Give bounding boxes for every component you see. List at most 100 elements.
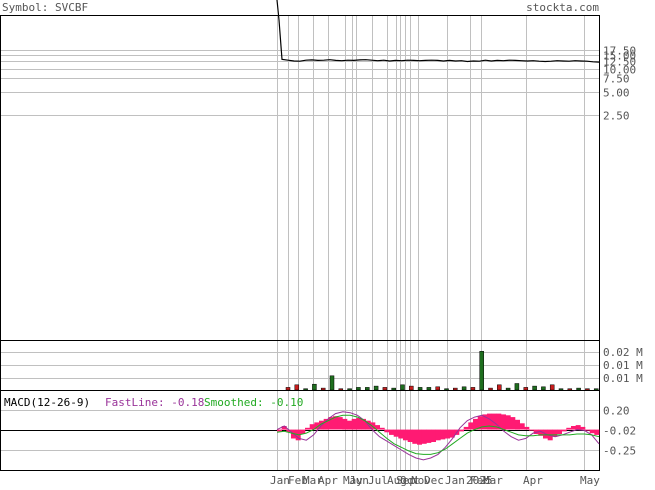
macd-histogram (277, 413, 600, 445)
volume-bar (461, 386, 467, 391)
macd-histogram-bar (375, 425, 380, 430)
volume-bar (382, 387, 388, 391)
macd-histogram-bar (589, 429, 595, 434)
macd-histogram-bar (431, 429, 436, 442)
symbol-label: Symbol: SVCBF (2, 1, 88, 14)
volume-tick-label: 0.01 M (603, 372, 643, 385)
macd-histogram-bar (384, 429, 390, 433)
macd-axis-ticks: 0.20 -0.02 -0.25 (1, 405, 636, 458)
macd-histogram-bar (426, 429, 432, 443)
macd-smoothed-label: Smoothed: -0.10 (204, 396, 303, 409)
volume-bar (470, 387, 476, 391)
x-axis-label: Mar (483, 474, 503, 486)
volume-bar (409, 385, 414, 391)
x-axis-label: May (343, 474, 363, 486)
volume-tick-label: 0.02 M (603, 346, 643, 359)
volume-bar (488, 387, 493, 391)
volume-bar (505, 387, 511, 391)
volume-bar (567, 388, 573, 391)
macd-histogram-bar (529, 429, 534, 431)
volume-bar (558, 388, 564, 391)
macd-histogram-bar (356, 418, 362, 430)
macd-tick-label: 0.20 (603, 405, 630, 418)
x-axis-label: Apr (523, 474, 543, 486)
macd-histogram-bar (557, 429, 562, 434)
macd-histogram-bar (585, 429, 590, 431)
x-axis-label: Jan (270, 474, 290, 486)
macd-histogram-bar (351, 418, 357, 430)
macd-histogram-bar (347, 420, 352, 430)
volume-bar (514, 383, 520, 391)
macd-histogram-bar (337, 417, 343, 430)
macd-histogram-bar (519, 423, 525, 430)
macd-histogram-bar (561, 429, 567, 432)
volume-bar (479, 351, 484, 391)
macd-fast-line (276, 411, 600, 461)
macd-histogram-bar (477, 416, 483, 430)
macd-histogram-bar (505, 415, 511, 430)
macd-histogram-bar (342, 418, 348, 430)
macd-histogram-bar (435, 429, 441, 441)
macd-panel-frame (0, 390, 600, 471)
macd-histogram-bar (407, 429, 413, 442)
price-tick-label: 17.50 (603, 45, 636, 58)
volume-bar (453, 387, 458, 391)
volume-bar (435, 386, 440, 391)
macd-histogram-bar (417, 429, 422, 445)
volume-bar (373, 385, 379, 391)
volume-bar (541, 386, 546, 391)
macd-histogram-bar (566, 427, 572, 430)
macd-histogram-bar (403, 429, 408, 441)
x-axis-label: Sep (396, 474, 416, 486)
x-axis-label: Dec (424, 474, 444, 486)
macd-histogram-bar (463, 426, 469, 430)
x-axis-label: Nov (411, 474, 431, 486)
macd-lines (276, 411, 600, 461)
macd-histogram-bar (487, 413, 492, 430)
macd-histogram-bar (361, 418, 366, 430)
x-axis-label: Aug (387, 474, 407, 486)
volume-bar (347, 388, 352, 391)
volume-bar (285, 387, 291, 391)
macd-title: MACD(12-26-9) (4, 396, 90, 409)
macd-histogram-bar (575, 425, 581, 430)
volume-bar (549, 384, 555, 391)
macd-histogram-bar (524, 426, 530, 430)
x-axis-label: Jun (349, 474, 369, 486)
macd-histogram-bar (379, 427, 385, 430)
macd-histogram-bar (333, 416, 338, 430)
x-axis-label: Feb (288, 474, 308, 486)
volume-bar (294, 384, 300, 391)
volume-bar (497, 384, 502, 391)
macd-histogram-bar (449, 429, 455, 438)
macd-fastline-label: FastLine: -0.18 (105, 396, 204, 409)
volume-bar (356, 387, 361, 391)
macd-histogram-bar (468, 422, 474, 430)
x-axis-label: Mar (303, 474, 323, 486)
volume-bar (338, 388, 344, 391)
volume-bar (312, 383, 317, 391)
volume-bar (532, 385, 537, 391)
volume-bar (444, 388, 449, 391)
volume-bar (576, 387, 581, 391)
x-axis-label: Oct (400, 474, 420, 486)
macd-smoothed-line (276, 414, 600, 455)
x-axis-label: Apr (318, 474, 338, 486)
macd-histogram-bar (445, 429, 450, 439)
volume-bar (417, 387, 423, 391)
price-tick-label: 2.50 (603, 110, 630, 123)
macd-histogram-bar (552, 429, 558, 437)
price-tick-label: 15.00 (603, 50, 636, 63)
macd-histogram-bar (286, 429, 292, 433)
volume-bars (285, 351, 599, 391)
volume-bar (585, 388, 590, 391)
site-label[interactable]: stockta.com (526, 1, 599, 14)
macd-histogram-bar (580, 426, 586, 430)
macd-histogram-bar (510, 417, 516, 430)
macd-histogram-bar (421, 429, 427, 444)
macd-histogram-bar (501, 414, 506, 430)
